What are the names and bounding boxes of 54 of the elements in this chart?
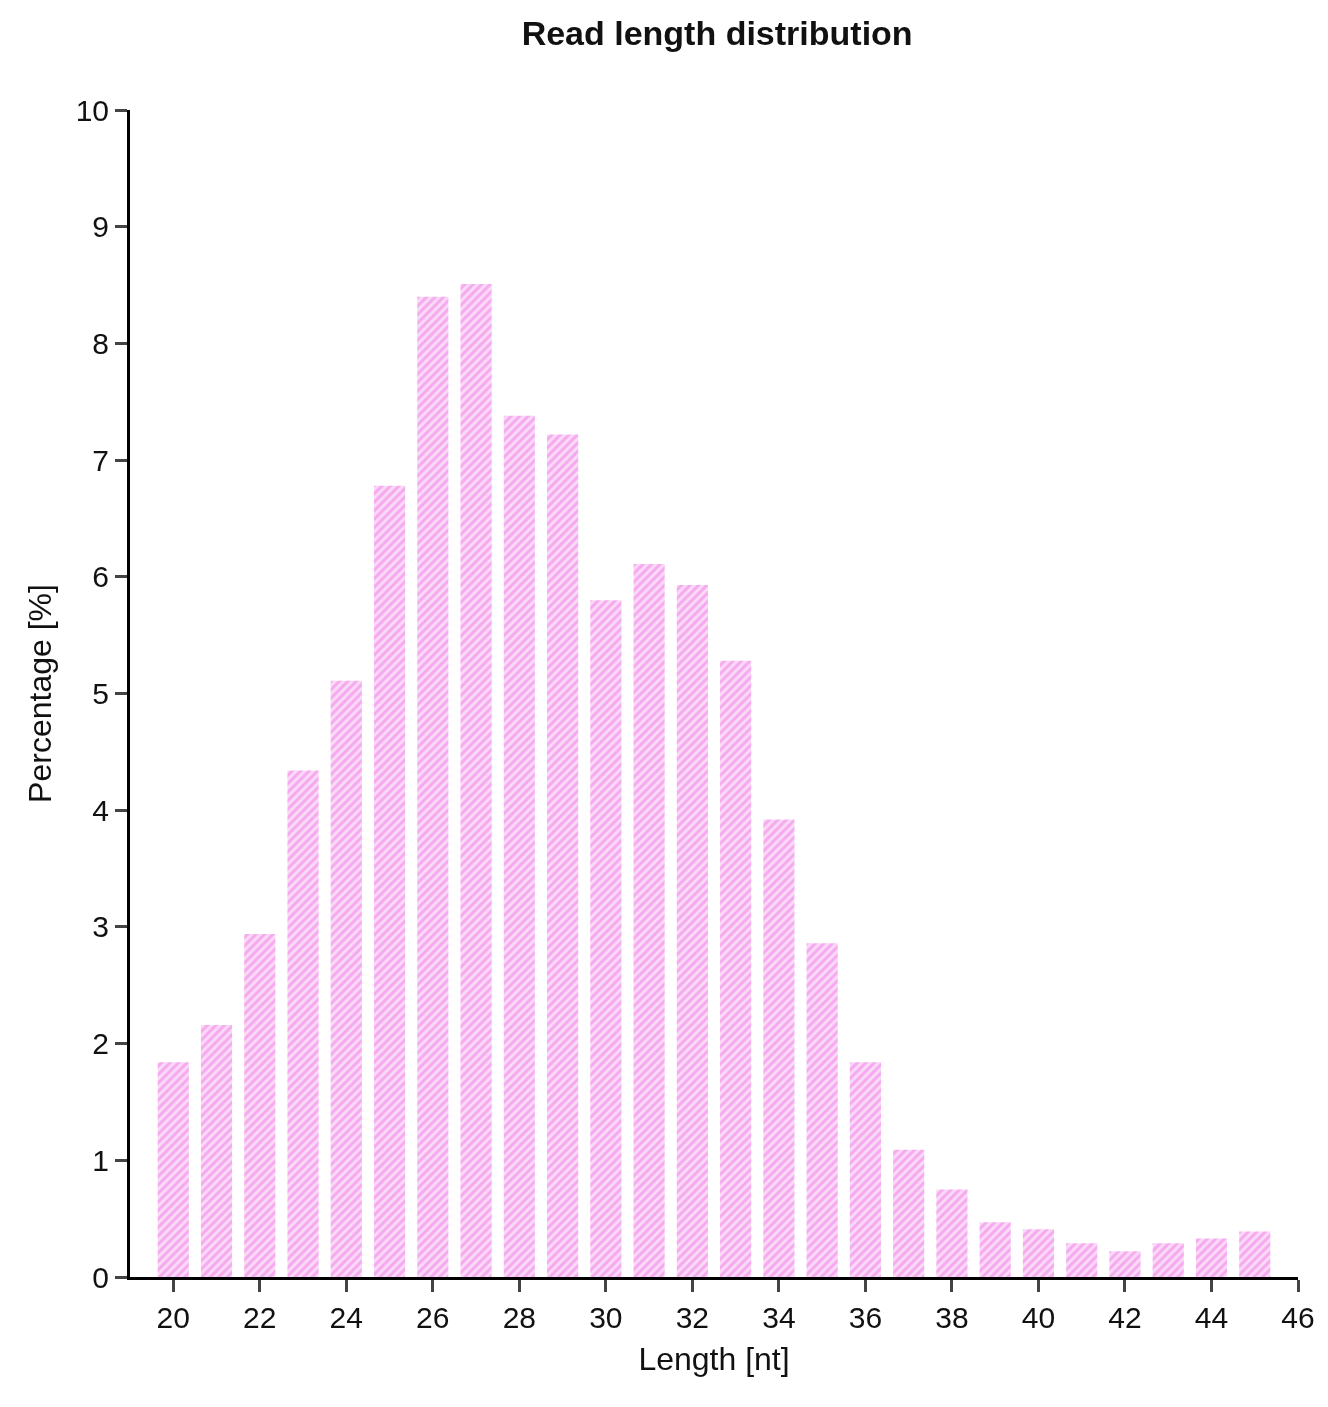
bar [244,933,276,1277]
y-tick-label: 0 [92,1260,109,1294]
x-tick-label: 28 [502,1301,537,1334]
y-tick-label: 7 [92,443,109,477]
y-tick-label: 1 [92,1143,109,1177]
bar [590,600,622,1277]
y-tick-label: 6 [92,560,109,594]
x-tick-label: 42 [1108,1301,1142,1334]
bar [806,943,838,1277]
y-tick-label: 3 [92,910,109,944]
x-tick-label: 32 [675,1301,710,1334]
bar [936,1189,968,1277]
x-axis-title: Length [nt] [638,1340,790,1377]
y-tick-label: 9 [92,210,109,244]
y-tick-label: 8 [92,326,109,360]
y-tick-label: 4 [92,793,109,827]
x-tick-label: 26 [416,1301,450,1334]
x-tick-label: 24 [329,1301,363,1334]
bar [720,660,752,1277]
bar [547,434,579,1277]
bar [200,1024,233,1277]
y-tick-label: 2 [92,1027,109,1061]
x-tick-label: 34 [762,1301,796,1334]
x-tick-label: 22 [243,1301,277,1334]
bar [1109,1251,1141,1277]
bar [1239,1231,1271,1277]
bar [1066,1243,1098,1277]
y-tick-label: 5 [92,677,109,710]
bar [1152,1243,1184,1277]
x-tick-label: 36 [848,1301,883,1334]
y-tick-label: 10 [75,93,109,127]
x-tick-label: 38 [935,1301,969,1334]
x-tick-label: 40 [1021,1301,1056,1334]
bar [979,1222,1011,1277]
bar [1022,1229,1055,1277]
bar [503,415,535,1277]
x-tick-label: 20 [156,1301,190,1334]
x-tick-label: 44 [1194,1301,1229,1334]
bar [373,485,406,1277]
bar [157,1062,189,1277]
bar [893,1149,925,1277]
bar [287,770,319,1277]
x-tick-label: 46 [1281,1301,1315,1334]
bar [1195,1238,1228,1277]
bar [417,296,449,1277]
bar [676,584,708,1277]
bar [633,563,665,1277]
bar [849,1062,881,1277]
x-tick-label: 30 [589,1301,623,1334]
bar [330,680,362,1277]
bar [460,283,492,1277]
bar [763,819,795,1277]
chart-title: Read length distribution [521,13,913,52]
y-axis-title: Percentage [%] [21,584,58,803]
